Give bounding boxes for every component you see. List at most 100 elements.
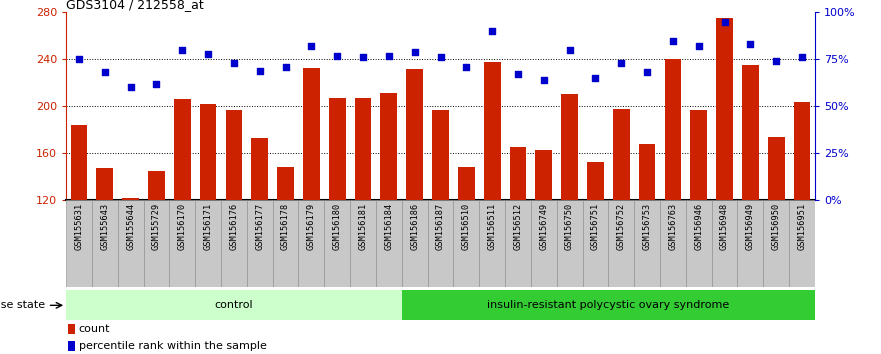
Bar bbox=[278, 167, 294, 200]
Text: GSM156178: GSM156178 bbox=[281, 202, 290, 250]
Bar bbox=[355, 98, 372, 200]
Bar bbox=[742, 65, 759, 200]
Point bbox=[278, 64, 292, 70]
Point bbox=[614, 60, 628, 66]
Text: GDS3104 / 212558_at: GDS3104 / 212558_at bbox=[66, 0, 204, 11]
Point bbox=[563, 47, 577, 53]
Text: GSM155729: GSM155729 bbox=[152, 202, 161, 250]
Text: GSM156170: GSM156170 bbox=[178, 202, 187, 250]
Bar bbox=[381, 93, 397, 200]
Point bbox=[744, 41, 758, 47]
Point bbox=[485, 28, 500, 34]
Bar bbox=[794, 102, 811, 200]
FancyBboxPatch shape bbox=[479, 200, 505, 287]
Text: GSM156752: GSM156752 bbox=[617, 202, 626, 250]
Point bbox=[640, 70, 654, 75]
Text: GSM155643: GSM155643 bbox=[100, 202, 109, 250]
FancyBboxPatch shape bbox=[66, 200, 92, 287]
FancyBboxPatch shape bbox=[92, 200, 118, 287]
Bar bbox=[68, 341, 75, 351]
Point bbox=[330, 53, 344, 58]
Point bbox=[717, 19, 731, 24]
FancyBboxPatch shape bbox=[454, 200, 479, 287]
FancyBboxPatch shape bbox=[609, 200, 634, 287]
FancyBboxPatch shape bbox=[763, 200, 789, 287]
FancyBboxPatch shape bbox=[144, 200, 169, 287]
Text: GSM156177: GSM156177 bbox=[255, 202, 264, 250]
Point bbox=[381, 53, 396, 58]
Bar bbox=[68, 324, 75, 335]
Bar bbox=[664, 59, 681, 200]
Bar bbox=[716, 18, 733, 200]
FancyBboxPatch shape bbox=[221, 200, 247, 287]
Bar bbox=[406, 69, 423, 200]
FancyBboxPatch shape bbox=[118, 200, 144, 287]
Text: GSM156176: GSM156176 bbox=[229, 202, 239, 250]
FancyBboxPatch shape bbox=[66, 290, 402, 320]
FancyBboxPatch shape bbox=[402, 290, 815, 320]
FancyBboxPatch shape bbox=[737, 200, 763, 287]
Text: GSM155644: GSM155644 bbox=[126, 202, 135, 250]
Bar bbox=[226, 110, 242, 200]
Bar bbox=[613, 109, 630, 200]
FancyBboxPatch shape bbox=[350, 200, 376, 287]
Point bbox=[150, 81, 164, 86]
FancyBboxPatch shape bbox=[169, 200, 196, 287]
Bar bbox=[200, 104, 217, 200]
Point bbox=[227, 60, 241, 66]
Text: GSM156511: GSM156511 bbox=[488, 202, 497, 250]
Bar bbox=[509, 147, 526, 200]
Text: GSM155631: GSM155631 bbox=[75, 202, 84, 250]
Point bbox=[433, 55, 448, 60]
Text: GSM156510: GSM156510 bbox=[462, 202, 470, 250]
Bar bbox=[561, 95, 578, 200]
Text: GSM156750: GSM156750 bbox=[565, 202, 574, 250]
FancyBboxPatch shape bbox=[247, 200, 272, 287]
Text: disease state: disease state bbox=[0, 300, 45, 310]
Bar bbox=[536, 150, 552, 200]
Text: GSM156950: GSM156950 bbox=[772, 202, 781, 250]
Point bbox=[795, 55, 809, 60]
FancyBboxPatch shape bbox=[789, 200, 815, 287]
Bar bbox=[96, 169, 113, 200]
Point bbox=[692, 43, 706, 49]
Text: GSM156949: GSM156949 bbox=[746, 202, 755, 250]
Text: GSM156179: GSM156179 bbox=[307, 202, 316, 250]
Point bbox=[98, 70, 112, 75]
Text: GSM156186: GSM156186 bbox=[411, 202, 419, 250]
FancyBboxPatch shape bbox=[660, 200, 685, 287]
Text: percentile rank within the sample: percentile rank within the sample bbox=[78, 341, 267, 351]
FancyBboxPatch shape bbox=[376, 200, 402, 287]
Text: GSM156180: GSM156180 bbox=[333, 202, 342, 250]
Point bbox=[304, 43, 318, 49]
Bar bbox=[768, 137, 785, 200]
Text: GSM156181: GSM156181 bbox=[359, 202, 367, 250]
Point bbox=[408, 49, 422, 55]
FancyBboxPatch shape bbox=[557, 200, 582, 287]
FancyBboxPatch shape bbox=[427, 200, 454, 287]
Bar bbox=[303, 68, 320, 200]
Point bbox=[72, 56, 86, 62]
Point bbox=[537, 77, 551, 83]
Text: GSM156753: GSM156753 bbox=[642, 202, 652, 250]
Text: GSM156184: GSM156184 bbox=[384, 202, 393, 250]
Text: GSM156187: GSM156187 bbox=[436, 202, 445, 250]
FancyBboxPatch shape bbox=[299, 200, 324, 287]
Bar bbox=[329, 98, 345, 200]
Text: control: control bbox=[215, 300, 253, 310]
Text: insulin-resistant polycystic ovary syndrome: insulin-resistant polycystic ovary syndr… bbox=[487, 300, 729, 310]
FancyBboxPatch shape bbox=[712, 200, 737, 287]
Point bbox=[769, 58, 783, 64]
Bar bbox=[484, 62, 500, 200]
Bar bbox=[70, 125, 87, 200]
Text: GSM156171: GSM156171 bbox=[204, 202, 212, 250]
Bar bbox=[174, 99, 190, 200]
Point bbox=[253, 68, 267, 73]
FancyBboxPatch shape bbox=[634, 200, 660, 287]
Bar bbox=[148, 171, 165, 200]
Point bbox=[123, 85, 137, 90]
Point bbox=[175, 47, 189, 53]
Point bbox=[666, 38, 680, 44]
FancyBboxPatch shape bbox=[272, 200, 299, 287]
Text: GSM156763: GSM156763 bbox=[669, 202, 677, 250]
